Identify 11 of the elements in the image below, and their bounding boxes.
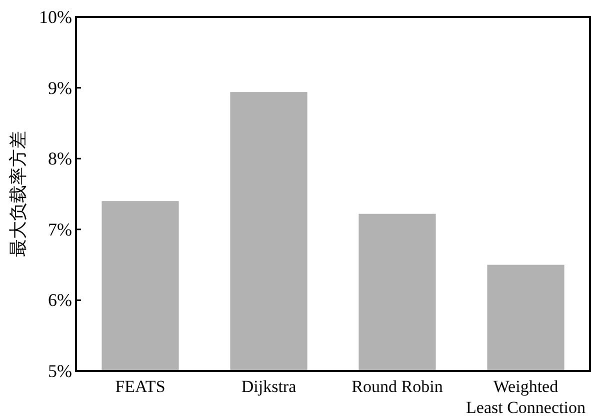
x-tick-label: Round Robin <box>352 377 444 396</box>
y-tick-label: 9% <box>48 78 72 98</box>
y-tick-label: 7% <box>48 219 72 240</box>
x-tick-label: FEATS <box>115 377 166 396</box>
y-tick-label: 8% <box>48 148 72 169</box>
x-tick-label: Weighted Least Connection <box>466 377 586 417</box>
y-tick-label: 10% <box>39 7 72 27</box>
x-tick-label: Dijkstra <box>241 377 297 396</box>
y-axis-title: 最大负载率方差 <box>8 131 28 257</box>
y-tick-label: 5% <box>48 361 72 381</box>
y-tick-label: 6% <box>48 290 72 310</box>
